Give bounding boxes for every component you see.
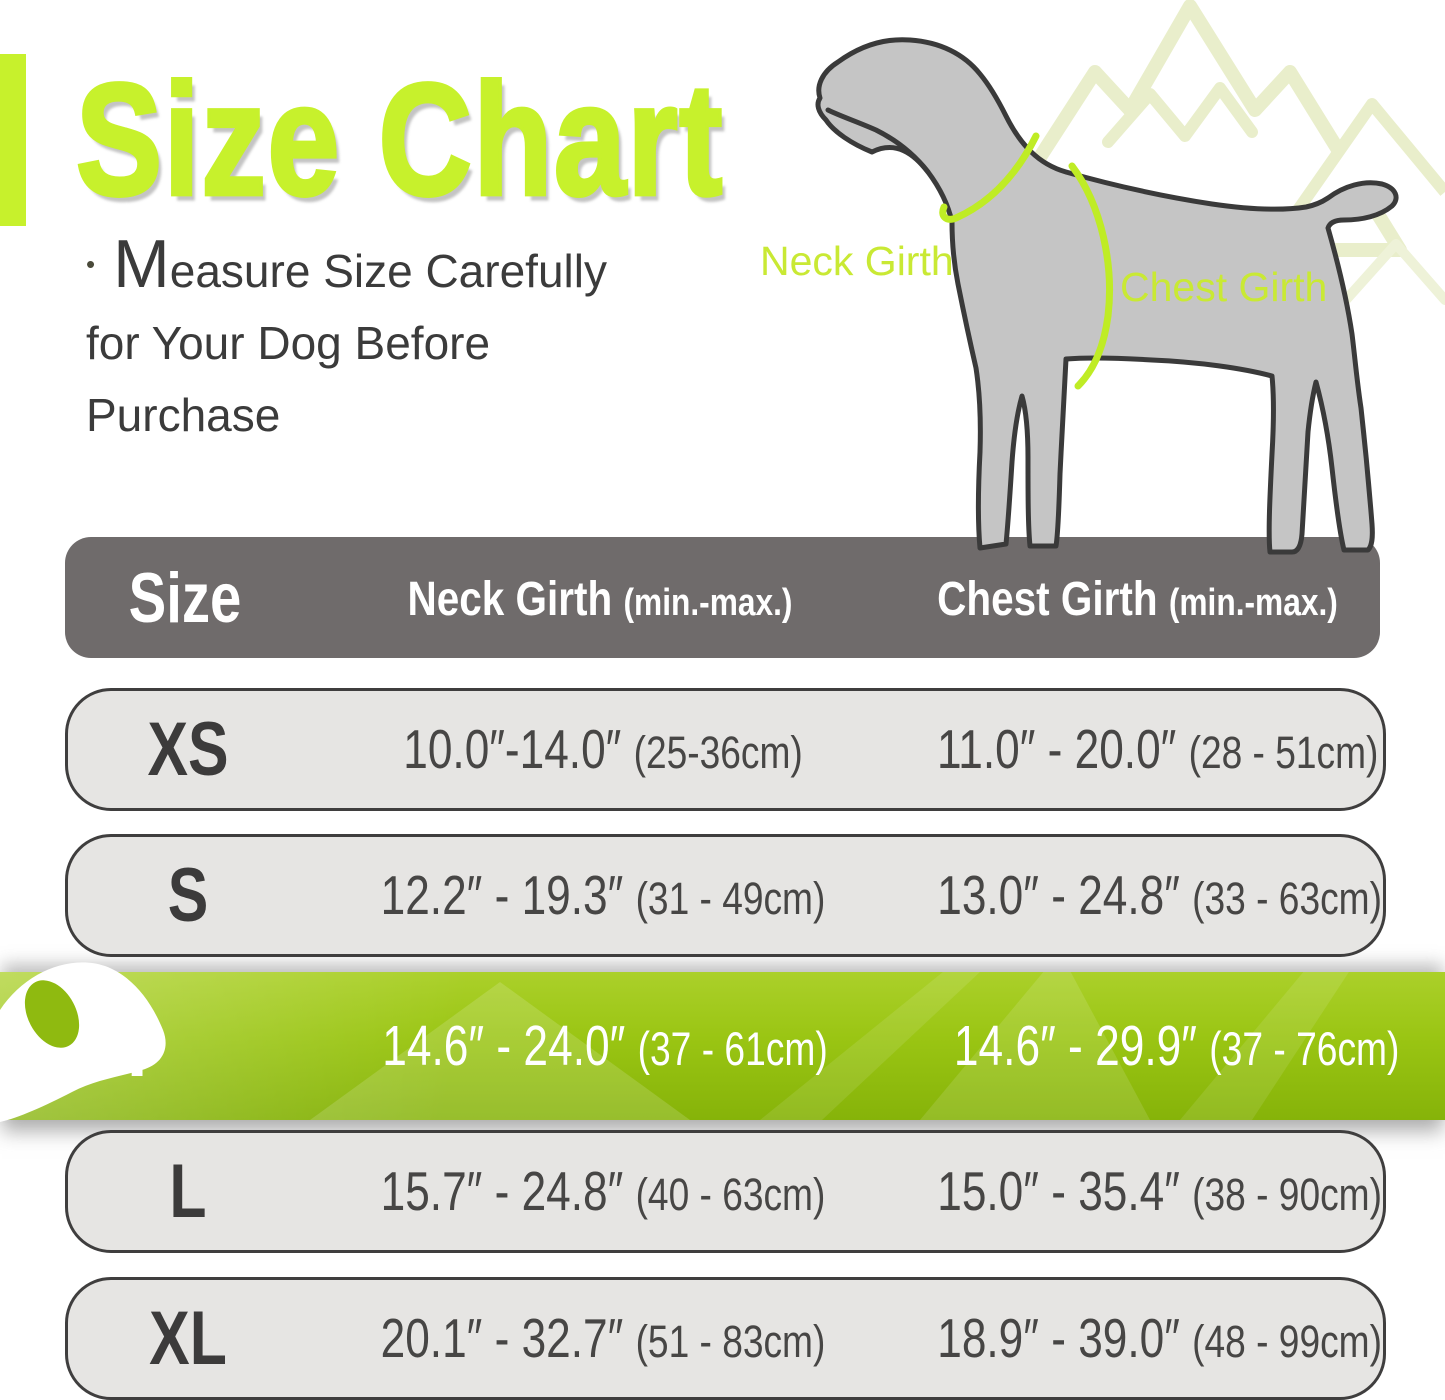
s-neck-value: 12.2″ - 19.3″ (31 - 49cm) [352, 864, 854, 927]
m-neck-inches: 14.6″ - 24.0″ [382, 1014, 626, 1078]
table-row-xl: XL 20.1″ - 32.7″ (51 - 83cm) 18.9″ - 39.… [65, 1277, 1386, 1400]
header-chest-girth: Chest Girth (min.-max.) [924, 569, 1351, 626]
size-label-m: m [77, 996, 148, 1095]
band-mountain-pattern [310, 972, 1349, 1120]
neck-girth-label: Neck Girth [760, 238, 954, 284]
chest-girth-arc [1068, 162, 1113, 390]
s-chest-inches: 13.0″ - 24.8″ [937, 865, 1180, 926]
l-neck-inches: 15.7″ - 24.8″ [380, 1161, 624, 1222]
xl-chest-value: 18.9″ - 39.0″ (48 - 99cm) [937, 1307, 1382, 1370]
l-chest-inches: 15.0″ - 35.4″ [937, 1161, 1180, 1222]
size-label-xs: XS [147, 707, 229, 792]
xs-chest-inches: 11.0″ - 20.0″ [936, 719, 1177, 780]
chest-girth-label: Chest Girth [1120, 264, 1328, 310]
note-line-3: Purchase [86, 389, 281, 441]
m-row-content: m 14.6″ - 24.0″ (37 - 61cm) 14.6″ - 29.9… [65, 972, 1445, 1120]
m-chest-inches: 14.6″ - 29.9″ [953, 1014, 1197, 1078]
header-neck-range-note: (min.-max.) [623, 579, 793, 623]
dog-head-decoration-icon [0, 962, 166, 1122]
note-lead-capital: M [113, 226, 170, 302]
neck-girth-arc [939, 132, 1040, 223]
header-chest-range-note: (min.-max.) [1168, 579, 1338, 623]
table-row-m-highlighted: m 14.6″ - 24.0″ (37 - 61cm) 14.6″ - 29.9… [0, 962, 1445, 1122]
l-neck-cm: (40 - 63cm) [635, 1168, 826, 1220]
table-row-l: L 15.7″ - 24.8″ (40 - 63cm) 15.0″ - 35.4… [65, 1130, 1386, 1253]
s-chest-value: 13.0″ - 24.8″ (33 - 63cm) [937, 864, 1382, 927]
xl-neck-value: 20.1″ - 32.7″ (51 - 83cm) [352, 1307, 854, 1370]
xs-chest-cm: (28 - 51cm) [1188, 726, 1379, 778]
table-row-s: S 12.2″ - 19.3″ (31 - 49cm) 13.0″ - 24.8… [65, 834, 1386, 957]
size-label-xl: XL [149, 1296, 227, 1381]
s-neck-inches: 12.2″ - 19.3″ [380, 865, 624, 926]
m-neck-value: 14.6″ - 24.0″ (37 - 61cm) [359, 1013, 851, 1078]
xs-chest-value: 11.0″ - 20.0″ (28 - 51cm) [937, 718, 1378, 781]
s-chest-cm: (33 - 63cm) [1192, 872, 1382, 924]
size-label-l: L [169, 1149, 207, 1234]
s-neck-cm: (31 - 49cm) [635, 872, 826, 924]
xl-chest-inches: 18.9″ - 39.0″ [937, 1308, 1180, 1369]
l-neck-value: 15.7″ - 24.8″ (40 - 63cm) [352, 1160, 854, 1223]
m-chest-value: 14.6″ - 29.9″ (37 - 76cm) [954, 1013, 1400, 1078]
xl-chest-cm: (48 - 99cm) [1192, 1315, 1382, 1367]
l-chest-value: 15.0″ - 35.4″ (38 - 90cm) [937, 1160, 1382, 1223]
l-chest-cm: (38 - 90cm) [1192, 1168, 1382, 1220]
m-chest-cm: (37 - 76cm) [1209, 1021, 1400, 1076]
note-line-1: • Measure Size Carefully [86, 228, 746, 307]
note-line-2: for Your Dog Before [86, 317, 491, 369]
header-size: Size [128, 557, 242, 638]
table-header-row: Size Neck Girth (min.-max.) Chest Girth … [65, 537, 1380, 658]
size-label-s: S [167, 853, 209, 938]
header-neck-girth-label: Neck Girth [407, 570, 613, 625]
header-chest-girth-label: Chest Girth [937, 570, 1158, 625]
note-line-1-text: easure Size Carefully [169, 245, 607, 297]
xl-neck-cm: (51 - 83cm) [635, 1315, 826, 1367]
dog-silhouette-icon [815, 37, 1399, 555]
xs-neck-value: 10.0″-14.0″ (25-36cm) [352, 718, 854, 781]
measure-note: • Measure Size Carefully for Your Dog Bef… [86, 228, 746, 451]
page-title: Size Chart [74, 48, 725, 230]
xs-neck-inches: 10.0″-14.0″ [403, 719, 622, 780]
xl-neck-inches: 20.1″ - 32.7″ [380, 1308, 624, 1369]
table-row-xs: XS 10.0″-14.0″ (25-36cm) 11.0″ - 20.0″ (… [65, 688, 1386, 811]
title-accent-bar [0, 54, 26, 226]
header-neck-girth: Neck Girth (min.-max.) [340, 569, 859, 626]
xs-neck-cm: (25-36cm) [633, 726, 803, 778]
m-neck-cm: (37 - 61cm) [637, 1021, 828, 1076]
dog-jaw-shape [825, 107, 931, 175]
bullet-dot: • [86, 249, 96, 279]
